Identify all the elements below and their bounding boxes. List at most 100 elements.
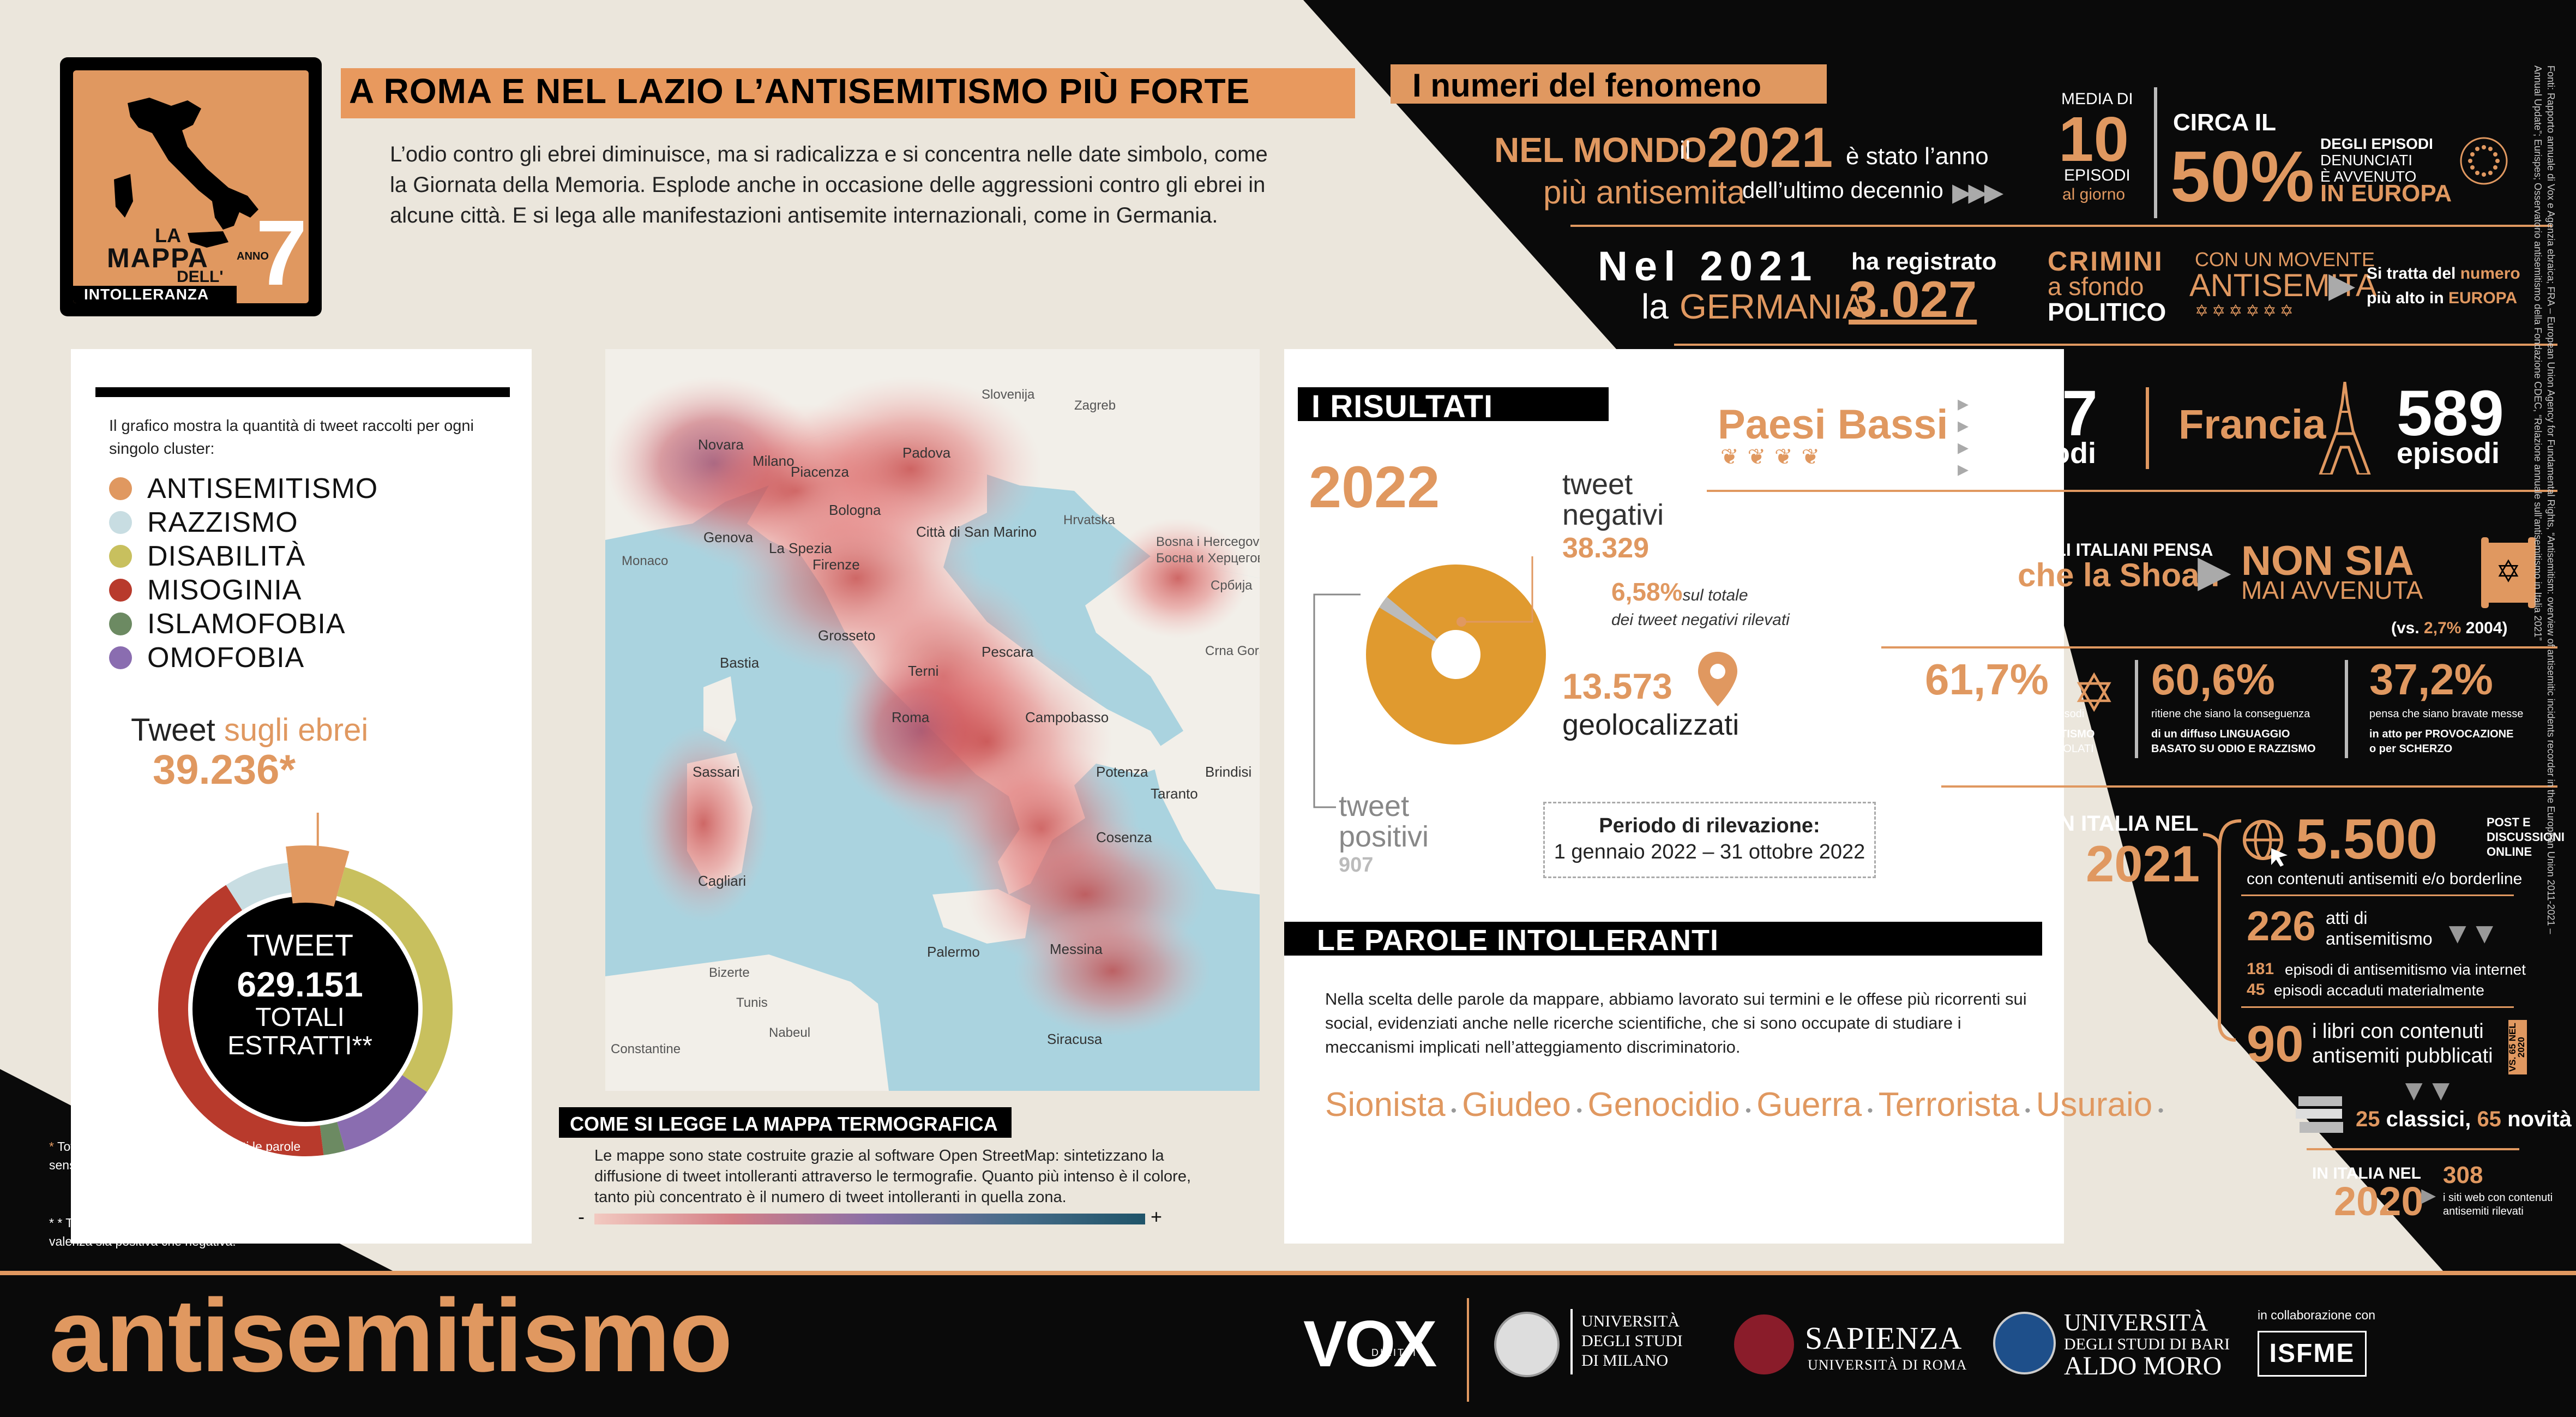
germany-europa: EUROPA	[2448, 289, 2518, 307]
headline-bar	[341, 68, 1355, 118]
map-label-messina: Messina	[1050, 941, 1103, 957]
germany-piu-alto-a: più alto in	[2367, 289, 2444, 307]
map-base	[605, 349, 1260, 1091]
logo-panel: LA MAPPA DELL' INTOLLERANZA ANNO 7	[73, 70, 309, 303]
divider	[1881, 646, 2557, 649]
shoah-non-sia: NON SIA	[2241, 538, 2414, 584]
stat-37-2-t1: pensa che siano bravate messe	[2369, 708, 2524, 720]
isfme-logo: ISFME	[2258, 1331, 2367, 1377]
italia-online: ONLINE	[2487, 845, 2532, 858]
unimi-divider	[1570, 1309, 1573, 1374]
results-title-bar	[1298, 387, 1609, 421]
intolerant-word: Sionista	[1325, 1086, 1446, 1124]
donut-center-totali: TOTALI	[255, 1003, 345, 1032]
sentiment-donut-chart	[1366, 565, 1546, 744]
sapienza-seal-icon	[1734, 1314, 1794, 1374]
unimi-line1: UNIVERSITÀ	[1581, 1312, 1680, 1330]
map-label-constantine: Constantine	[611, 1042, 681, 1056]
stat-61-7-t1: crede che gli episodi	[1985, 708, 2085, 720]
logo-bar	[73, 286, 237, 303]
stat-60-6: 60,6%	[2151, 655, 2275, 704]
germany-registrato: ha registrato	[1851, 248, 1997, 275]
uniba-seal-icon	[1993, 1312, 2056, 1374]
footer-divider	[1467, 1298, 1469, 1402]
unimi-line2: DEGLI STUDI	[1581, 1332, 1683, 1350]
chart-intro: Il grafico mostra la quantità di tweet r…	[109, 417, 474, 458]
globe-cursor-icon	[2243, 820, 2288, 867]
map-label-cosenza: Cosenza	[1096, 829, 1152, 845]
italia-45-text: episodi accaduti materialmente	[2274, 982, 2484, 999]
seguire-589: 589	[2397, 377, 2504, 449]
circa-europa: IN EUROPA	[2320, 180, 2452, 207]
books-novita: novità	[2507, 1107, 2572, 1131]
cluster-donut-chart	[158, 813, 453, 1156]
unimi-text: UNIVERSITÀ DEGLI STUDI DI MILANO	[1581, 1312, 1683, 1371]
donut-slice-disabilità	[336, 867, 453, 1092]
howto-title-bar	[559, 1107, 1012, 1138]
stat-60-6-t2: di un diffuso LINGUAGGIO	[2151, 728, 2290, 740]
heatmap-map[interactable]: Slovenija Zagreb Hrvatska Bosna i Herceg…	[605, 349, 1260, 1091]
seguire-episodi-2: episodi	[2397, 437, 2500, 470]
geolocalizzati-label: geolocalizzati	[1562, 708, 1740, 741]
donut-center-total: 629.151	[237, 965, 363, 1004]
map-label-terni: Terni	[908, 663, 939, 679]
stat-61-7: 61,7%	[1925, 655, 2049, 704]
world-2021: 2021	[1707, 116, 1833, 179]
parole-title: LE PAROLE INTOLLERANTI	[1317, 924, 1719, 957]
italia-2021-label: IN ITALIA NEL	[2053, 812, 2199, 836]
geolocalizzati-value: 13.573	[1562, 666, 1672, 706]
results-panel	[1284, 349, 2064, 1244]
footnote-2: * * Totale dei tweet estratti nei period…	[49, 1214, 376, 1251]
tweet-negativi-value: 38.329	[1562, 532, 1650, 564]
map-label-milano: Milano	[753, 453, 795, 469]
legend-item: ANTISEMITISMO	[109, 472, 378, 506]
period-title: Periodo di rilevazione:	[1599, 814, 1820, 837]
map-label-sanmarino: Città di San Marino	[916, 524, 1037, 540]
donut-center-line1: TWEET	[246, 928, 353, 962]
donut-slice-misoginia	[158, 885, 324, 1156]
uniba-line3: ALDO MORO	[2064, 1352, 2222, 1380]
legend-label: OMOFOBIA	[147, 642, 305, 674]
legend-item: OMOFOBIA	[109, 641, 378, 675]
world-anno: è stato l’anno	[1846, 143, 1989, 170]
footer-strip	[0, 1271, 2576, 1275]
map-label-piacenza: Piacenza	[791, 464, 849, 480]
stat-37-2-t3: o per SCHERZO	[2369, 743, 2453, 755]
books-25: 25	[2356, 1107, 2380, 1131]
map-label-palermo: Palermo	[927, 944, 980, 960]
arrow-icon: ▸	[2421, 1178, 2436, 1211]
eu-stars-icon	[2460, 137, 2508, 185]
media-di: MEDIA DI	[2061, 90, 2133, 108]
divider	[2241, 894, 2514, 896]
logo-intolleranza: INTOLLERANZA	[84, 286, 209, 303]
divider	[1941, 785, 2557, 788]
shoah-mai-avvenuta: MAI AVVENUTA	[2241, 576, 2423, 604]
legend-swatch	[109, 477, 132, 500]
legend-swatch	[109, 545, 132, 568]
divider	[1674, 344, 2557, 346]
circa-50: 50%	[2170, 136, 2315, 217]
tweet-pos-b: positivi	[1339, 820, 1429, 853]
map-label-siracusa: Siracusa	[1047, 1031, 1103, 1047]
divider	[2307, 1148, 2519, 1150]
italia-discussioni: DISCUSSIONI	[2487, 830, 2565, 844]
arrows-icon: ▶▶▶	[1952, 178, 2003, 206]
collab-label: in collaborazione con	[2258, 1308, 2376, 1322]
seguire-627: 627	[1990, 377, 2098, 449]
italia-2020-label: IN ITALIA NEL	[2312, 1164, 2421, 1182]
map-label-bologna: Bologna	[829, 502, 881, 518]
shoah-vs-a: (vs.	[2391, 619, 2419, 637]
word-separator: •	[1745, 1102, 1752, 1120]
uniba-line1: UNIVERSITÀ	[2064, 1309, 2208, 1336]
italia-181-text: episodi di antisemitismo via internet	[2285, 961, 2526, 978]
seguire-francia: Francia	[2178, 401, 2326, 448]
shoah-2-7: 2,7%	[2424, 619, 2461, 637]
map-label-laspezia: La Spezia	[769, 540, 832, 556]
tweet-positivi-label: tweet positivi	[1339, 791, 1429, 852]
italia-2021-year: 2021	[2086, 835, 2200, 892]
map-label-nabeul: Nabeul	[769, 1025, 811, 1040]
germany-movente: CON UN MOVENTE	[2195, 248, 2375, 271]
germany-piu-alto: più alto in EUROPA	[2367, 289, 2517, 308]
results-year: 2022	[1309, 454, 1440, 520]
italia-contenuti: con contenuti antisemiti e/o borderline	[2247, 870, 2523, 888]
